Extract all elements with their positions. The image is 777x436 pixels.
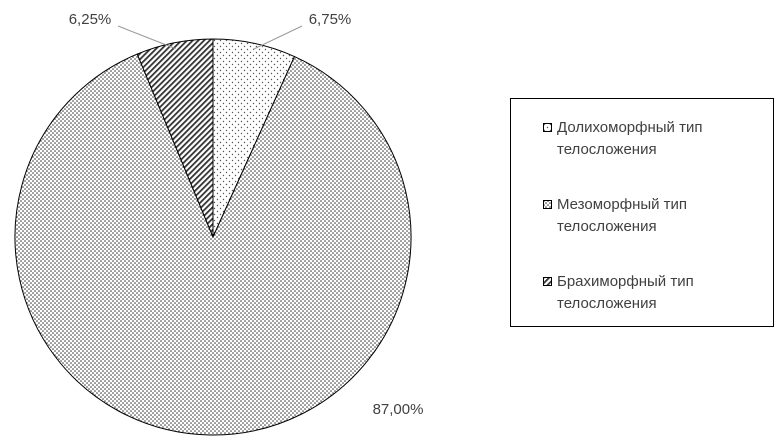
legend-swatch: [543, 277, 552, 286]
leader-line: [253, 25, 303, 50]
legend-label: Мезоморфный тип телосложения: [557, 196, 688, 235]
legend: Долихоморфный тип телосложения Мезоморфны…: [510, 98, 774, 327]
data-label: 87,00%: [373, 401, 424, 418]
legend-swatch: [543, 200, 552, 209]
legend-label: Долихоморфный тип телосложения: [557, 119, 703, 158]
legend-swatch: [543, 123, 552, 132]
legend-label: Брахиморфный тип телосложения: [557, 273, 694, 312]
pie-slice: [136, 38, 214, 238]
leader-line: [117, 25, 176, 50]
data-label: 6,75%: [309, 11, 352, 28]
pie-slice: [14, 53, 412, 436]
data-label: 6,25%: [69, 11, 112, 28]
legend-item: Мезоморфный тип телосложения: [543, 194, 767, 238]
legend-item: Долихоморфный тип телосложения: [543, 117, 767, 161]
legend-item: Брахиморфный тип телосложения: [543, 271, 767, 315]
